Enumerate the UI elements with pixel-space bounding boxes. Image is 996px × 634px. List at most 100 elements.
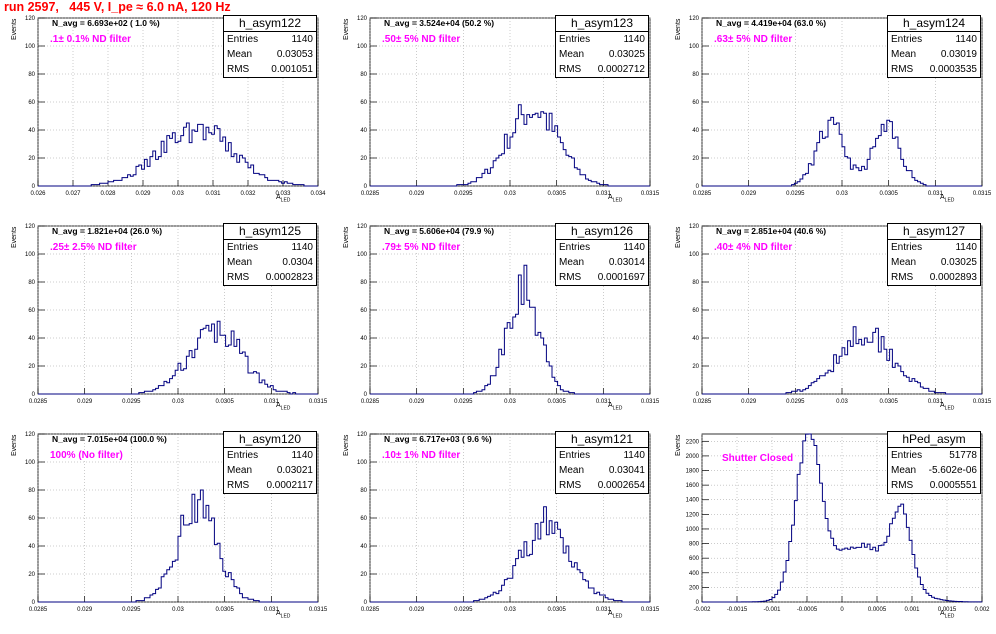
stats-entries-label: Entries — [227, 242, 259, 253]
x-tick-label: 0.03 — [172, 191, 184, 197]
histogram-plot: 0.0285 0.029 0.0295 0.03 0.0305 0.031 0.0315 0 2… — [357, 16, 660, 197]
stats-rms-label: RMS — [559, 272, 582, 283]
stats-mean-value: 0.03041 — [608, 465, 645, 476]
histogram-plot: 0.0285 0.029 0.0295 0.03 0.0305 0.031 0.0315 0 2… — [357, 432, 660, 613]
x-tick-label: 0.0315 — [973, 191, 992, 197]
stats-rms-value: 0.0002712 — [597, 64, 645, 75]
histogram-series — [370, 506, 650, 603]
y-tick-label: 60 — [360, 100, 367, 106]
y-tick-label: 80 — [360, 488, 367, 494]
x-tick-label: 0.0295 — [454, 399, 473, 405]
y-tick-label: 1800 — [686, 469, 700, 475]
stats-row-mean: Mean 0.0304 — [224, 255, 316, 270]
x-axis-label-subscript: LED — [944, 405, 955, 412]
y-axis-label: Events — [675, 226, 682, 248]
x-axis-label-text: A — [276, 610, 281, 617]
histogram-series — [702, 326, 982, 395]
y-tick-label: 40 — [692, 128, 699, 134]
y-axis-label: Events — [675, 18, 682, 40]
y-tick-label: 0 — [696, 184, 700, 190]
y-tick-label: 80 — [360, 72, 367, 78]
x-tick-label: 0.032 — [240, 191, 256, 197]
y-tick-label: 0 — [32, 600, 36, 606]
stats-row-mean: Mean 0.03019 — [888, 47, 980, 62]
stats-row-mean: Mean 0.03053 — [224, 47, 316, 62]
histogram-panel: 0.026 0.027 0.028 0.029 0.03 0.031 0.032 0.033 0… — [0, 12, 332, 218]
y-axis-label: Events — [11, 18, 18, 40]
x-axis-label: ALED — [940, 194, 954, 203]
y-tick-label: 40 — [28, 336, 35, 342]
stats-entries-label: Entries — [227, 34, 259, 45]
run-title: run 2597, 445 V, I_pe ≈ 6.0 nA, 120 Hz — [4, 0, 231, 14]
x-tick-label: 0.0305 — [215, 399, 234, 405]
x-axis-label: ALED — [276, 610, 290, 619]
y-tick-label: 20 — [692, 364, 699, 370]
stats-entries-label: Entries — [891, 34, 923, 45]
y-axis-label: Events — [343, 18, 350, 40]
y-tick-label: 120 — [25, 16, 36, 22]
x-axis-label-text: A — [608, 610, 613, 617]
x-axis-label-subscript: LED — [944, 197, 955, 204]
x-tick-label: 0.028 — [100, 191, 116, 197]
filter-label: .79± 5% ND filter — [382, 242, 461, 253]
x-tick-label: 0.03 — [836, 191, 848, 197]
y-tick-label: 100 — [357, 252, 368, 258]
y-tick-label: 120 — [357, 432, 368, 438]
x-tick-label: -0.0015 — [727, 607, 748, 613]
stats-rms-label: RMS — [559, 480, 582, 491]
stats-rms-label: RMS — [227, 272, 250, 283]
x-tick-label: 0.029 — [77, 607, 93, 613]
stats-row-entries: Entries 1140 — [224, 448, 316, 463]
x-tick-label: 0.0305 — [879, 191, 898, 197]
histogram-name: h_asym120 — [224, 432, 316, 448]
histogram-plot: 0.026 0.027 0.028 0.029 0.03 0.031 0.032 0.033 0… — [25, 16, 326, 197]
stats-entries-label: Entries — [891, 242, 923, 253]
y-tick-label: 120 — [357, 16, 368, 22]
stats-box: h_asym124 Entries 1140 Mean 0.03019 RMS 0.0003… — [887, 15, 981, 78]
stats-rms-label: RMS — [891, 272, 914, 283]
x-tick-label: 0.031 — [264, 399, 280, 405]
y-tick-label: 40 — [360, 128, 367, 134]
stats-rms-value: 0.0003535 — [929, 64, 977, 75]
x-tick-label: 0.0305 — [215, 607, 234, 613]
x-axis-label: ALED — [940, 610, 954, 619]
x-tick-label: 0.029 — [409, 399, 425, 405]
histogram-name: h_asym126 — [556, 224, 648, 240]
x-tick-label: 0.03 — [172, 607, 184, 613]
y-tick-label: 120 — [689, 16, 700, 22]
x-tick-label: 0.0285 — [361, 399, 380, 405]
x-tick-label: 0.0005 — [868, 607, 887, 613]
stats-rms-value: 0.0005551 — [929, 480, 977, 491]
stats-entries-value: 1140 — [291, 450, 313, 461]
y-tick-label: 60 — [692, 100, 699, 106]
y-tick-label: 120 — [25, 224, 36, 230]
stats-mean-label: Mean — [891, 465, 917, 476]
stats-mean-value: -5.602e-06 — [928, 465, 977, 476]
y-tick-label: 40 — [360, 336, 367, 342]
x-tick-label: 0.031 — [264, 607, 280, 613]
y-tick-label: 40 — [360, 544, 367, 550]
x-axis-label-subscript: LED — [280, 405, 291, 412]
histogram-panel: 0.0285 0.029 0.0295 0.03 0.0305 0.031 0.0315 0 2… — [664, 220, 996, 426]
y-tick-label: 1200 — [686, 512, 700, 518]
y-tick-label: 20 — [692, 156, 699, 162]
stats-mean-label: Mean — [227, 257, 253, 268]
filter-label: .25± 2.5% ND filter — [50, 242, 137, 253]
histogram-series — [370, 104, 650, 187]
x-tick-label: 0.0285 — [29, 607, 48, 613]
y-tick-label: 20 — [360, 156, 367, 162]
stats-mean-value: 0.03021 — [276, 465, 313, 476]
stats-row-rms: RMS 0.0002117 — [224, 478, 316, 493]
x-tick-label: 0.03 — [172, 399, 184, 405]
x-tick-label: 0.0305 — [547, 399, 566, 405]
stats-row-entries: Entries 1140 — [224, 240, 316, 255]
stats-mean-label: Mean — [559, 257, 585, 268]
n-avg-label: N_avg = 7.015e+04 (100.0 %) — [52, 434, 167, 444]
x-axis-label: ALED — [608, 610, 622, 619]
x-tick-label: 0.0295 — [122, 399, 141, 405]
filter-label: .1± 0.1% ND filter — [50, 34, 132, 45]
x-tick-label: -0.001 — [763, 607, 781, 613]
y-axis-label: Events — [11, 226, 18, 248]
stats-mean-label: Mean — [227, 465, 253, 476]
stats-row-entries: Entries 51778 — [888, 448, 980, 463]
